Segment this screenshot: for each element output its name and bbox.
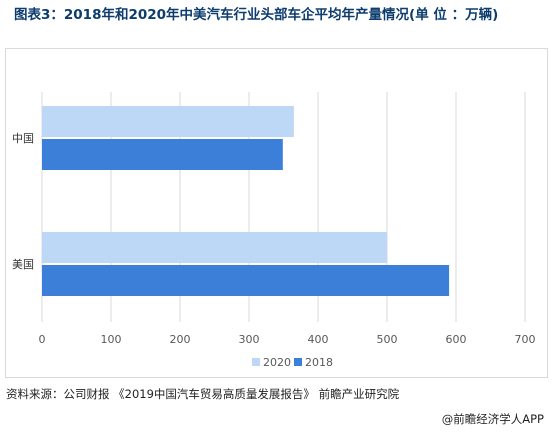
x-tick-label: 300	[239, 333, 260, 346]
category-label: 中国	[12, 132, 34, 145]
bar-2018-1	[42, 265, 450, 296]
bar-2020-0	[42, 106, 294, 137]
legend-swatch	[294, 358, 302, 366]
credit-text: @前瞻经济学人APP	[441, 412, 544, 426]
x-tick-label: 200	[170, 333, 191, 346]
legend-label: 2020	[263, 356, 291, 369]
bar-2020-1	[42, 232, 387, 263]
x-tick-label: 400	[308, 333, 329, 346]
x-tick-label: 100	[101, 333, 122, 346]
legend-swatch	[252, 358, 260, 366]
x-tick-label: 600	[446, 333, 467, 346]
x-tick-label: 0	[39, 333, 46, 346]
chart-frame	[5, 48, 548, 378]
legend-label: 2018	[305, 356, 333, 369]
source-note: 资料来源：公司财报 《2019中国汽车贸易高质量发展报告》 前瞻产业研究院	[6, 387, 400, 401]
bar-2018-0	[42, 139, 283, 170]
category-label: 美国	[12, 258, 34, 271]
x-tick-label: 700	[515, 333, 536, 346]
x-tick-label: 500	[377, 333, 398, 346]
chart-title: 图表3：2018年和2020年中美汽车行业头部车企平均年产量情况(单 位 ：万辆…	[14, 7, 499, 23]
